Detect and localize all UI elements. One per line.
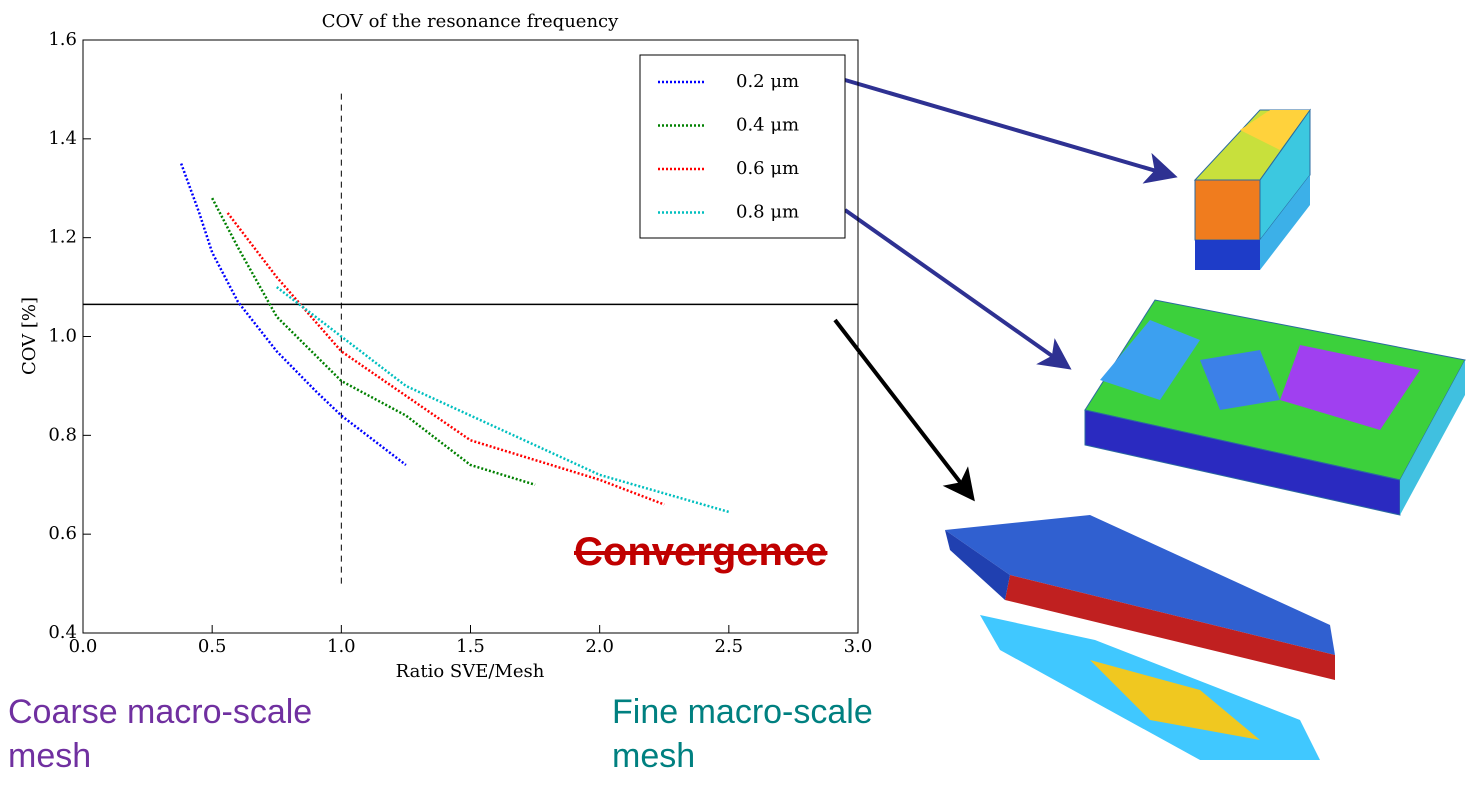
x-axis-label: Ratio SVE/Mesh (396, 661, 545, 682)
chart-title: COV of the resonance frequency (322, 11, 619, 32)
legend-label: 0.6 μm (736, 158, 799, 179)
mesh-small (1195, 110, 1310, 270)
mesh-deformed (945, 515, 1335, 760)
data-line (277, 287, 729, 512)
page: COV of the resonance frequency Ratio SVE… (0, 0, 1467, 787)
legend-label: 0.8 μm (736, 202, 799, 223)
arrow (845, 80, 1170, 175)
x-tick-label: 1.0 (327, 636, 356, 657)
annotation: Convergence (574, 530, 774, 574)
x-tick-label: 2.5 (715, 636, 744, 657)
y-tick-label: 1.0 (48, 326, 77, 347)
x-tick-label: 0.5 (198, 636, 227, 657)
caption: Coarse macro-scale mesh (8, 690, 328, 778)
caption: Fine macro-scale mesh (612, 690, 912, 778)
x-tick-label: 1.5 (456, 636, 485, 657)
y-tick-label: 0.8 (48, 424, 77, 445)
chart: COV of the resonance frequency Ratio SVE… (0, 0, 1467, 787)
y-tick-label: 0.4 (48, 622, 77, 643)
y-axis-label: COV [%] (19, 297, 40, 375)
legend-label: 0.4 μm (736, 115, 799, 136)
arrow (835, 320, 970, 495)
y-tick-label: 0.6 (48, 523, 77, 544)
y-tick-label: 1.4 (48, 128, 77, 149)
mesh-large (1085, 300, 1465, 515)
data-line (181, 164, 406, 465)
x-tick-label: 2.0 (585, 636, 614, 657)
y-tick-label: 1.2 (48, 227, 77, 248)
data-line (228, 213, 665, 505)
arrow (845, 210, 1065, 365)
x-tick-label: 3.0 (844, 636, 873, 657)
legend-label: 0.2 μm (736, 71, 799, 92)
y-tick-label: 1.6 (48, 29, 77, 50)
